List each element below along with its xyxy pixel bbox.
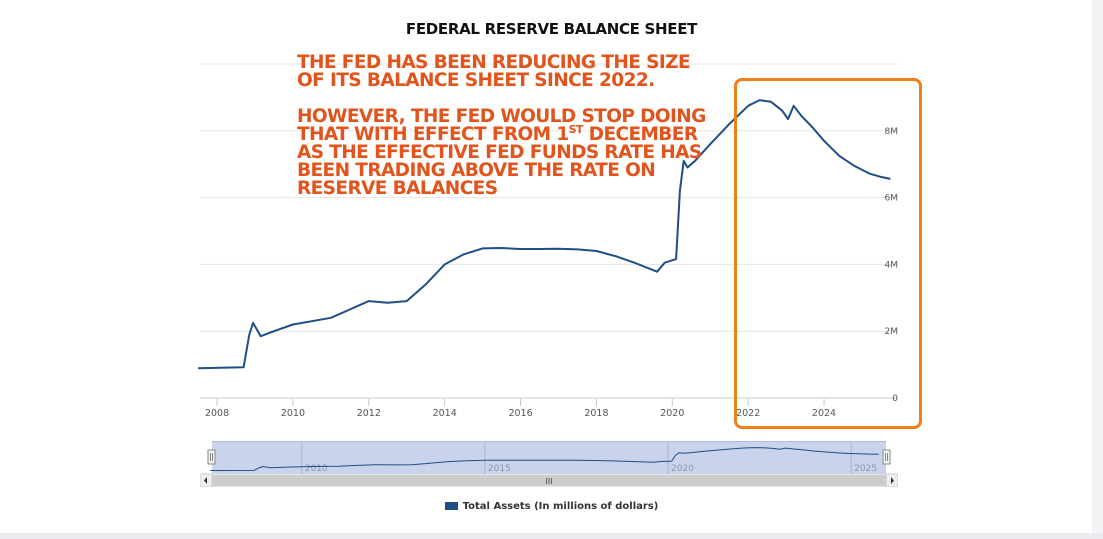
annotation-paragraph-1: THE FED HAS BEEN REDUCING THE SIZE OF IT…	[297, 52, 691, 91]
range-navigator[interactable]: 2010 2015 2020 2025 III	[200, 441, 898, 487]
y-tick-label-4: 8M	[885, 127, 899, 137]
chart-title: FEDERAL RESERVE BALANCE SHEET	[405, 20, 698, 38]
x-tick-label-6: 2020	[660, 408, 684, 419]
annotation-p2-superscript: ST	[568, 122, 584, 136]
navigator-tick-label-2: 2020	[671, 464, 694, 474]
navigator-series-line	[210, 447, 879, 471]
navigator-tick-label-3: 2025	[854, 464, 877, 474]
navigator-selection[interactable]	[212, 441, 886, 474]
grid-layer	[200, 63, 898, 399]
annotation-p2-part-2: DECEMBER AS THE EFFECTIVE FED FUNDS RATE…	[297, 124, 702, 199]
scrollbar-thumb[interactable]	[212, 475, 886, 486]
navigator-left-handle[interactable]	[207, 449, 216, 465]
scroll-left-arrow-icon	[204, 477, 207, 484]
navigator-tick-label-0: 2010	[305, 464, 328, 474]
y-tick-label-3: 6M	[885, 194, 899, 204]
x-axis-ticks: 2008 2010 2012 2014 2016 2018 2020 2022 2024	[205, 399, 836, 419]
annotation-p2-part-1: HOWEVER, THE FED WOULD STOP DOING THAT W…	[297, 106, 706, 145]
scrollbar-grip: III	[545, 477, 552, 486]
annotation-text: THE FED HAS BEEN REDUCING THE SIZE OF IT…	[297, 52, 707, 216]
annotation-paragraph-2: HOWEVER, THE FED WOULD STOP DOING THAT W…	[297, 106, 707, 199]
series-line-total-assets	[198, 99, 891, 370]
navigator-grid: 2010 2015 2020 2025	[301, 441, 877, 474]
x-tick-label-3: 2014	[433, 408, 457, 419]
y-tick-label-2: 4M	[885, 260, 899, 270]
y-axis-ticks: 0 2M 4M 6M 8M	[885, 127, 899, 404]
legend-label: Total Assets (In millions of dollars)	[462, 501, 659, 512]
x-tick-label-4: 2016	[508, 408, 532, 419]
navigator-tick-label-1: 2015	[488, 464, 511, 474]
x-tick-label-1: 2010	[281, 408, 305, 419]
navigator-right-handle[interactable]	[882, 449, 891, 465]
bottom-frame-strip	[0, 533, 1103, 539]
x-tick-label-7: 2022	[736, 408, 760, 419]
highlight-box-2022-onward	[734, 78, 922, 429]
x-tick-label-2: 2012	[357, 408, 381, 419]
legend-swatch	[444, 502, 458, 510]
scroll-right-arrow-icon	[891, 477, 894, 484]
y-tick-label-0: 0	[892, 394, 898, 404]
x-tick-label-0: 2008	[205, 408, 229, 419]
x-tick-label-8: 2024	[812, 408, 836, 419]
right-frame-strip	[1092, 0, 1103, 539]
x-tick-label-5: 2018	[584, 408, 608, 419]
y-tick-label-1: 2M	[885, 327, 899, 337]
legend[interactable]: Total Assets (In millions of dollars)	[0, 501, 1103, 512]
